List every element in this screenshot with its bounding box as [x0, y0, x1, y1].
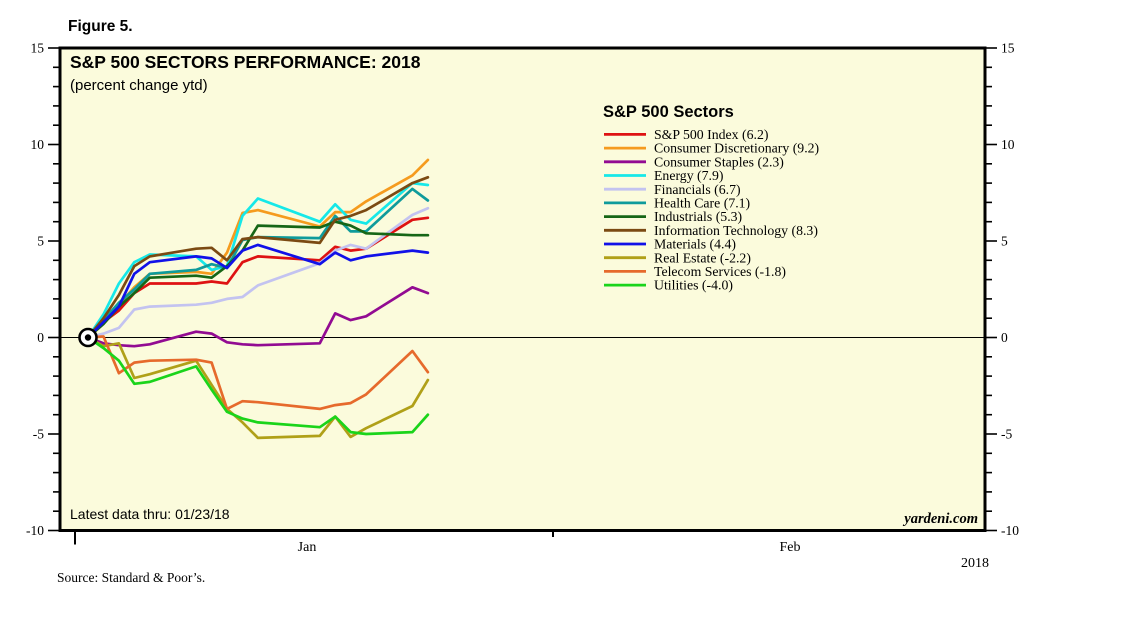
legend-label-materials: Materials (4.4)	[654, 237, 736, 253]
latest-data-note: Latest data thru: 01/23/18	[70, 506, 230, 522]
series-line-utilities	[86, 336, 430, 436]
y-axis-label-right: 15	[1001, 41, 1015, 56]
legend-label-energy: Energy (7.9)	[654, 168, 723, 184]
y-axis-label-right: 10	[1001, 137, 1015, 152]
series-line-financials	[86, 206, 430, 339]
legend: S&P 500 Index (6.2)Consumer Discretionar…	[604, 127, 819, 294]
y-axis-label-right: -5	[1001, 427, 1012, 442]
y-axis-label-left: 5	[37, 234, 44, 249]
legend-label-financials: Financials (6.7)	[654, 182, 741, 198]
y-axis-label-left: 15	[31, 41, 45, 56]
legend-label-information-technology: Information Technology (8.3)	[654, 223, 818, 239]
legend-label-consumer-staples: Consumer Staples (2.3)	[654, 154, 784, 170]
y-axis-label-right: 0	[1001, 330, 1008, 345]
y-axis-label-left: 0	[37, 330, 44, 345]
series-line-health-care	[86, 187, 430, 339]
series-line-energy	[86, 181, 430, 339]
y-axis-label-right: 5	[1001, 234, 1008, 249]
source-note: Source: Standard & Poor’s.	[57, 570, 205, 585]
legend-label-s-p-500-index: S&P 500 Index (6.2)	[654, 127, 768, 143]
series-line-materials	[86, 243, 430, 339]
legend-title: S&P 500 Sectors	[603, 103, 734, 121]
legend-label-industrials: Industrials (5.3)	[654, 209, 742, 225]
series-line-telecom-services	[86, 335, 430, 411]
plot-frame	[58, 46, 987, 532]
chart-subtitle: (percent change ytd)	[70, 77, 208, 94]
plot-area-background	[60, 48, 985, 531]
origin-bullseye-dot	[84, 334, 92, 341]
legend-label-health-care: Health Care (7.1)	[654, 196, 750, 212]
year-label: 2018	[961, 556, 989, 571]
legend-label-consumer-discretionary: Consumer Discretionary (9.2)	[654, 141, 819, 157]
figure-label: Figure 5.	[68, 18, 133, 35]
month-label-feb: Feb	[780, 540, 801, 555]
series-line-s-p-500-index	[86, 216, 430, 339]
month-label-jan: Jan	[298, 540, 317, 555]
legend-label-utilities: Utilities (-4.0)	[654, 278, 733, 294]
y-axis-label-right: -10	[1001, 523, 1019, 538]
series-lines	[86, 158, 430, 440]
legend-label-telecom-services: Telecom Services (-1.8)	[654, 264, 786, 280]
series-line-information-technology	[86, 175, 430, 339]
origin-marker	[78, 327, 98, 348]
series-line-consumer-staples	[86, 285, 430, 348]
chart-title: S&P 500 SECTORS PERFORMANCE: 2018	[70, 52, 421, 72]
y-axis-label-left: 10	[31, 137, 45, 152]
y-axis-label-left: -5	[33, 427, 44, 442]
brand-yardeni: yardeni.com	[902, 511, 978, 527]
x-axis-labels: Jan Feb	[298, 540, 801, 555]
legend-label-real-estate: Real Estate (-2.2)	[654, 250, 751, 266]
y-axis-label-left: -10	[26, 523, 44, 538]
